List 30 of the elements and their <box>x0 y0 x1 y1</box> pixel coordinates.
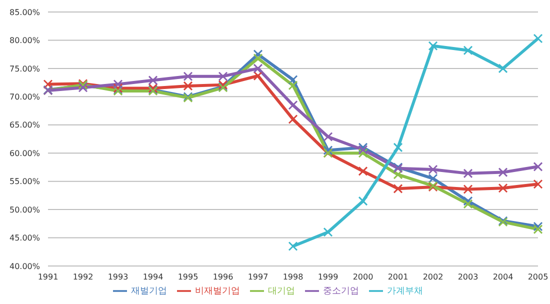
legend-label: 재벌기업 <box>131 286 167 296</box>
legend-label: 대기업 <box>268 286 295 296</box>
x-tick-label: 2005 <box>528 272 548 282</box>
x-tick-label: 2000 <box>352 272 374 282</box>
y-tick-label: 45.00% <box>9 234 40 243</box>
x-tick-label: 2002 <box>422 272 444 282</box>
y-tick-label: 55.00% <box>9 177 40 186</box>
y-tick-label: 50.00% <box>9 205 40 214</box>
x-tick-label: 1997 <box>248 272 268 282</box>
x-tick-label: 1992 <box>72 272 94 282</box>
legend-label: 가계부채 <box>387 286 423 296</box>
x-tick-label: 1998 <box>282 272 304 282</box>
x-tick-label: 1994 <box>142 272 164 282</box>
legend-label: 중소기업 <box>323 286 359 296</box>
legend-label: 비재벌기업 <box>195 286 240 296</box>
y-tick-label: 85.00% <box>9 8 40 17</box>
x-tick-label: 1999 <box>318 272 338 282</box>
x-tick-label: 2001 <box>388 272 408 282</box>
y-tick-label: 60.00% <box>9 148 40 158</box>
y-tick-label: 70.00% <box>9 92 40 102</box>
x-tick-label: 1995 <box>178 272 198 282</box>
x-tick-label: 1993 <box>108 272 128 282</box>
y-tick-label: 75.00% <box>9 64 40 74</box>
y-tick-label: 40.00% <box>9 262 40 271</box>
y-tick-label: 80.00% <box>9 36 40 46</box>
x-tick-label: 2004 <box>492 272 514 282</box>
x-tick-label: 1996 <box>212 272 234 282</box>
x-tick-label: 2003 <box>458 272 478 282</box>
x-tick-label: 1991 <box>38 272 58 282</box>
y-tick-label: 65.00% <box>9 120 40 130</box>
